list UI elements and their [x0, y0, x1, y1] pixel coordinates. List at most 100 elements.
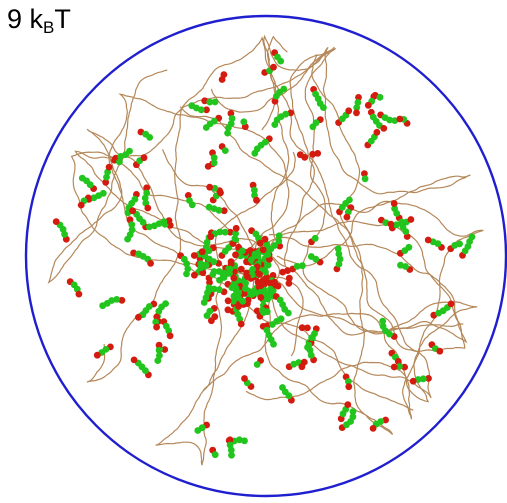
bead	[244, 273, 251, 280]
bead	[269, 272, 277, 279]
bead	[153, 323, 161, 331]
bead	[264, 290, 272, 298]
bead	[224, 306, 232, 314]
bead	[309, 150, 316, 158]
bead	[124, 235, 131, 243]
bead	[345, 383, 353, 391]
bead	[285, 280, 293, 287]
bead	[280, 85, 288, 93]
bead	[232, 230, 240, 237]
bead	[147, 260, 155, 267]
bead	[183, 260, 191, 268]
bead	[210, 268, 218, 275]
bead	[271, 242, 278, 249]
bead	[118, 296, 126, 304]
bead	[198, 248, 206, 256]
bead	[143, 184, 151, 192]
bead	[379, 322, 387, 330]
bead	[379, 317, 387, 325]
bead	[151, 222, 158, 230]
bead	[129, 207, 137, 215]
bead	[396, 115, 404, 123]
bead	[224, 129, 232, 137]
bead	[203, 106, 210, 114]
bead	[361, 170, 368, 178]
bead	[353, 104, 361, 111]
bead	[344, 401, 352, 408]
bead	[228, 115, 236, 122]
bead	[364, 101, 372, 109]
bead	[314, 150, 322, 157]
bead	[226, 228, 234, 236]
bead	[52, 218, 60, 226]
bead	[184, 192, 192, 199]
bead	[394, 358, 402, 365]
bead	[128, 221, 136, 229]
bead	[309, 123, 317, 131]
bead	[232, 251, 239, 259]
bead	[226, 436, 234, 444]
bead	[334, 245, 342, 253]
bead	[270, 63, 277, 71]
bead	[211, 313, 219, 321]
bead	[161, 346, 169, 353]
bead	[308, 334, 315, 341]
bead	[155, 347, 163, 354]
bead	[203, 238, 211, 246]
bead	[298, 363, 306, 371]
bead	[264, 295, 271, 303]
bead	[409, 377, 417, 385]
bead	[386, 116, 393, 124]
bead	[145, 223, 153, 231]
bead	[242, 279, 250, 287]
bead	[353, 109, 360, 117]
bead	[155, 341, 163, 349]
boltzmann-subscript: B	[43, 18, 55, 37]
bead	[345, 378, 352, 385]
bead	[162, 300, 170, 307]
bead	[144, 204, 152, 212]
bead	[211, 184, 219, 192]
bead	[396, 363, 403, 370]
bead	[217, 189, 224, 197]
bead	[447, 300, 455, 308]
boltzmann-k: k	[29, 4, 44, 34]
bead	[263, 308, 271, 316]
bead	[369, 425, 377, 432]
bead	[251, 186, 258, 194]
bead	[246, 247, 254, 254]
bead	[210, 154, 218, 162]
bead	[307, 253, 315, 260]
bead	[99, 189, 107, 197]
bead	[203, 312, 211, 319]
bead	[399, 223, 407, 231]
bead	[376, 93, 384, 101]
bead	[391, 205, 398, 213]
bead	[293, 262, 301, 270]
bead	[153, 313, 161, 321]
bead	[165, 217, 173, 225]
bead	[468, 233, 476, 241]
bead	[130, 249, 138, 257]
bead	[276, 242, 284, 250]
polymer-chain	[86, 36, 290, 383]
bead	[188, 201, 196, 209]
bead	[264, 251, 272, 258]
bead	[390, 363, 398, 371]
bead	[285, 274, 293, 282]
bead	[354, 99, 362, 106]
bead	[220, 207, 228, 215]
bead	[401, 363, 408, 371]
bead	[197, 264, 205, 272]
bead	[210, 285, 218, 293]
bead	[349, 413, 357, 421]
bead	[271, 121, 279, 128]
bead	[77, 201, 85, 209]
bead	[320, 104, 327, 111]
temperature-unit: T	[54, 4, 71, 34]
bead	[215, 286, 223, 294]
bead	[188, 102, 196, 110]
bead	[191, 271, 198, 279]
bead	[248, 290, 256, 298]
bead	[206, 183, 214, 191]
